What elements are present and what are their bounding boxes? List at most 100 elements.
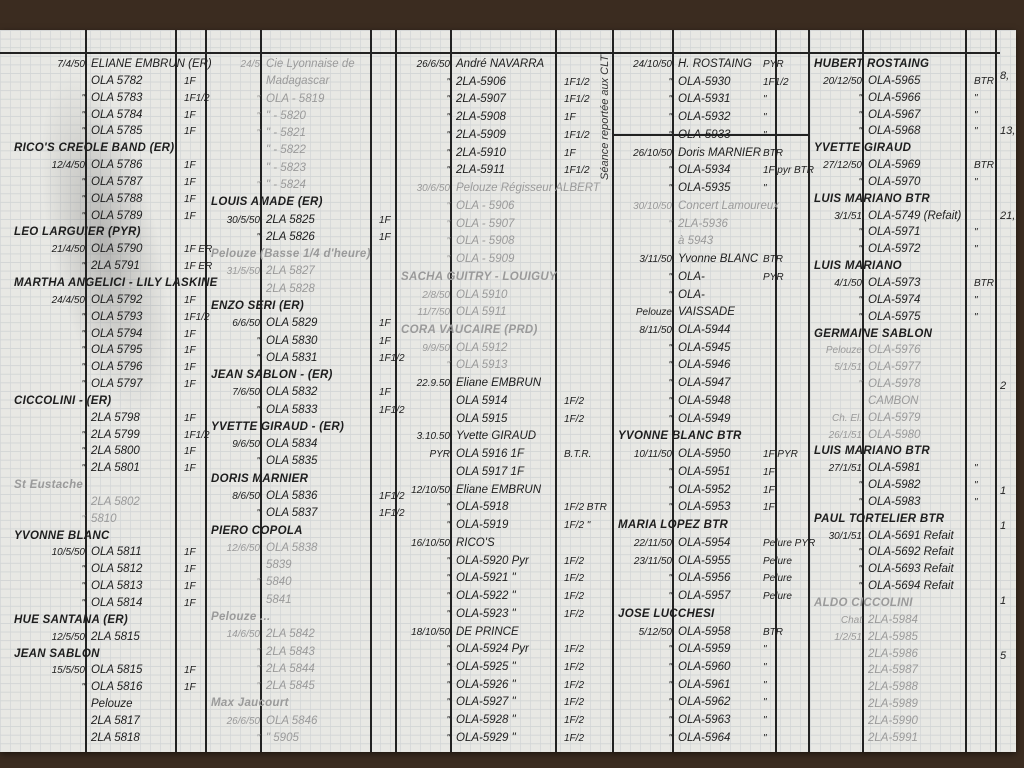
entry-note: 1F <box>184 210 196 222</box>
entry-note: 1F PYR <box>763 449 798 461</box>
artist-name: ENZO SERI (ER) <box>211 299 305 312</box>
entry-date: " <box>446 555 450 567</box>
entry-note: 1F1/2 <box>564 76 590 88</box>
matrix-number: ELIANE EMBRUN (ER) <box>91 58 212 70</box>
ledger-entry: " OLA 5835 <box>205 455 395 471</box>
ledger-entry: " " - 5824 <box>205 179 395 195</box>
artist-name: CORA VAUCAIRE (PRD) <box>401 324 538 337</box>
entry-date: " <box>668 94 672 106</box>
matrix-number: OLA-5967 <box>868 108 921 121</box>
margin-number: 13, <box>1000 125 1016 137</box>
ledger-entry: " OLA 5816 1F <box>8 681 205 697</box>
column-rule <box>450 30 452 752</box>
entry-date: 3/11/50 <box>639 254 672 266</box>
entry-note: 1F/2 " <box>564 520 591 532</box>
artist-name: MARTHA ANGELICI - LILY LASKINE <box>14 276 218 289</box>
matrix-number: Doris MARNIER <box>678 146 762 159</box>
artist-heading: LOUIS AMADE (ER) <box>205 196 395 212</box>
entry-note: 1F <box>184 328 196 340</box>
entry-date: " <box>668 129 672 141</box>
ledger-entry: 2LA-5991 <box>808 732 995 748</box>
ledger-entry: " OLA 5785 1F <box>8 125 205 141</box>
ledger-entry: " OLA-5928 " 1F/2 <box>395 714 600 730</box>
entry-note: " <box>763 129 767 141</box>
ledger-entry: 24/5 Cie Lyonnaise de <box>205 58 395 74</box>
entry-date: 9/6/50 <box>232 439 260 451</box>
artist-name: GERMAINE SABLON <box>814 327 933 340</box>
entry-note: 1F/2 <box>564 732 585 744</box>
ledger-entry: 30/10/50 Concert Lamoureux <box>612 200 808 216</box>
ledger-entry: 5/12/50 OLA-5958 BTR <box>612 626 808 642</box>
ledger-entry: 2LA 5802 <box>8 496 205 512</box>
entry-date: " <box>668 218 672 230</box>
ledger-entry: " OLA 5784 1F <box>8 109 205 125</box>
matrix-number: 5841 <box>266 593 292 606</box>
entry-note: " <box>974 126 978 138</box>
matrix-number: OLA 5814 <box>91 597 143 609</box>
matrix-number: " 5905 <box>266 731 299 744</box>
ledger-entry: " OLA-5956 Pelure <box>612 572 808 588</box>
entry-note: BTR <box>763 254 783 266</box>
matrix-number: OLA-5981 <box>868 462 921 475</box>
matrix-number: 5839 <box>266 559 292 572</box>
ledger-entry: " OLA-5982 " <box>808 479 995 495</box>
entry-note: PYR <box>763 59 784 70</box>
matrix-number: OLA 5795 <box>91 344 143 357</box>
entry-date: " <box>256 681 260 693</box>
entry-date: PYR <box>429 449 450 461</box>
ledger-entry: " OLA-5692 Refait <box>808 546 995 562</box>
entry-note: 1F <box>184 109 196 121</box>
entry-note: 1F/2 <box>564 573 585 585</box>
ledger-entry: " 2LA-5908 1F <box>395 111 600 127</box>
entry-date: 3.10.50 <box>416 431 450 443</box>
entry-note: " <box>763 644 767 656</box>
entry-date: " <box>81 682 85 694</box>
matrix-number: OLA-5929 " <box>456 731 516 744</box>
entry-note: 1F pyr BTR <box>763 165 814 177</box>
entry-date: " <box>668 183 672 195</box>
entry-date: " <box>668 732 672 744</box>
ledger-entry: 2/8/50 OLA 5910 <box>395 289 600 305</box>
ledger-entry: " " - 5820 <box>205 110 395 126</box>
ledger-entry: " OLA-5962 " <box>612 696 808 712</box>
ledger-entry: " OLA 5789 1F <box>8 210 205 226</box>
ledger-entry: 3/11/50 Yvonne BLANC BTR <box>612 253 808 269</box>
entry-date: " <box>446 608 450 620</box>
ledger-entry: " OLA 5830 1F <box>205 335 395 351</box>
matrix-number: 2LA-5910 <box>456 146 506 159</box>
matrix-number: 2LA-5988 <box>868 681 918 694</box>
ledger-entry: " OLA-5931 " <box>612 93 808 109</box>
ledger-entry: 8/6/50 OLA 5836 1F1/2 <box>205 490 404 506</box>
entry-date: " <box>81 176 85 188</box>
entry-note: 1F <box>564 112 576 124</box>
column-rule <box>555 30 557 752</box>
matrix-number: OLA-5974 <box>868 293 921 306</box>
entry-date: " <box>446 715 450 727</box>
ledger-entry: 15/5/50 OLA 5815 1F <box>8 664 205 680</box>
entry-note: Pelure <box>763 573 792 585</box>
ledger-entry: 9/6/50 OLA 5834 <box>205 438 395 454</box>
ledger-entry: " OLA-5949 <box>612 413 808 429</box>
matrix-number: OLA-5982 <box>868 479 921 492</box>
entry-note: 1F <box>184 682 196 694</box>
ledger-entry: " 2LA-5911 1F1/2 <box>395 164 600 180</box>
margin-number: 5 <box>1000 650 1007 662</box>
entry-date: Pelouze <box>825 345 862 357</box>
margin-number: 1 <box>1000 595 1007 607</box>
matrix-number: 2LA 5802 <box>91 495 140 508</box>
entry-note: 1F1/2 <box>763 76 789 88</box>
matrix-number: 2LA-5984 <box>868 613 918 626</box>
ledger-entry: 3.10.50 Yvette GIRAUD <box>395 430 600 446</box>
entry-date: 24/4/50 <box>51 294 85 306</box>
entry-date: " <box>668 573 672 585</box>
matrix-number: OLA 5789 <box>91 209 143 222</box>
entry-date: Chat <box>840 614 862 626</box>
artist-heading: St Eustache <box>8 479 205 495</box>
entry-date: " <box>446 129 450 141</box>
entry-date: 21/4/50 <box>51 244 85 256</box>
matrix-number: OLA-5954 <box>678 536 731 549</box>
entry-note: " <box>763 661 767 673</box>
entry-date: " <box>858 92 862 104</box>
matrix-number: OLA 5796 <box>91 361 143 374</box>
matrix-number: OLA 5811 <box>91 546 142 559</box>
